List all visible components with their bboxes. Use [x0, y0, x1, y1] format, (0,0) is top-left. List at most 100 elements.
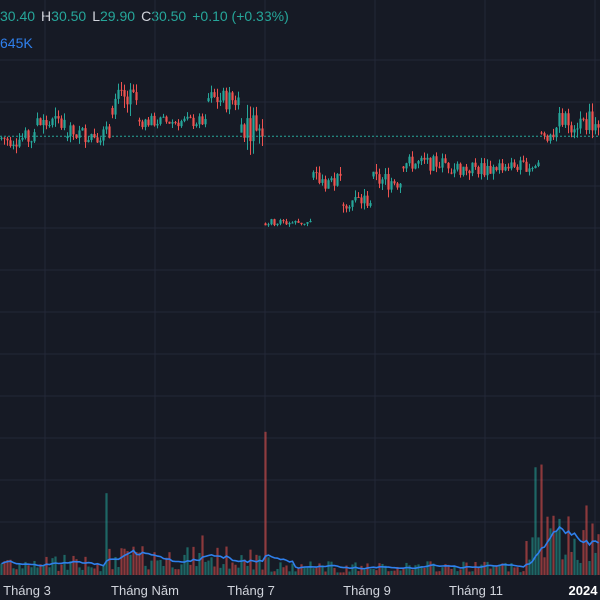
volume-bar — [330, 561, 333, 575]
candle-body — [354, 196, 357, 201]
volume-bar — [108, 548, 111, 575]
candle-body — [360, 197, 363, 204]
candle-body — [330, 178, 333, 181]
volume-bar — [441, 567, 444, 575]
x-axis-label: Tháng 3 — [3, 583, 51, 598]
volume-bar — [393, 570, 396, 575]
volume-bar — [357, 571, 360, 575]
candle — [585, 112, 588, 135]
volume-bar — [495, 565, 498, 575]
candle — [546, 134, 549, 143]
candle-body — [537, 162, 540, 166]
candle-body — [72, 125, 75, 135]
candle-body — [528, 168, 531, 172]
candle — [84, 124, 87, 148]
candle-body — [480, 163, 483, 175]
candle — [516, 164, 519, 172]
candle-body — [333, 178, 336, 186]
candle — [495, 166, 498, 172]
candle — [336, 173, 339, 187]
volume-bar — [84, 556, 87, 575]
candle — [348, 205, 351, 212]
candle-body — [54, 116, 57, 119]
close-value: 30.50 — [151, 8, 187, 24]
candle — [81, 126, 84, 131]
candle — [99, 137, 102, 146]
candle-body — [57, 116, 60, 119]
candle-body — [456, 163, 459, 170]
candle — [486, 159, 489, 180]
candle-body — [525, 161, 528, 172]
candle-body — [327, 180, 330, 189]
volume-bar — [489, 568, 492, 575]
candle — [234, 95, 237, 111]
candle — [426, 153, 429, 164]
volume-bar — [69, 561, 72, 575]
candle-body — [426, 157, 429, 160]
volume-bar — [594, 552, 597, 575]
candle — [447, 162, 450, 174]
volume-bar — [486, 561, 489, 575]
volume-bar — [276, 568, 279, 575]
volume-bar — [246, 565, 249, 575]
candle-body — [465, 166, 468, 171]
volume-bar — [459, 569, 462, 575]
x-axis-label: Tháng 9 — [343, 583, 391, 598]
volume-bar — [222, 564, 225, 575]
candle-body — [285, 221, 288, 225]
candle-body — [99, 140, 102, 143]
volume-bar — [525, 541, 528, 575]
candle-body — [90, 134, 93, 140]
candle-body — [597, 124, 600, 128]
candle-body — [0, 137, 3, 139]
volume-bar — [195, 566, 198, 575]
candle — [342, 202, 345, 213]
candle-body — [18, 139, 21, 147]
candle — [318, 166, 321, 185]
volume-bar — [528, 559, 531, 575]
candle-body — [87, 139, 90, 143]
candle-body — [264, 223, 267, 226]
candle — [363, 188, 366, 210]
candle-body — [177, 122, 180, 127]
candle — [330, 176, 333, 183]
candle — [588, 103, 591, 134]
volume-bar — [294, 571, 297, 575]
candle — [282, 219, 285, 224]
volume-bar — [498, 564, 501, 575]
candle — [357, 192, 360, 198]
candle — [300, 222, 303, 226]
candle — [204, 114, 207, 128]
candle-body — [255, 115, 258, 131]
candle — [315, 166, 318, 180]
candle — [36, 112, 39, 127]
candle-body — [93, 134, 96, 138]
candle — [465, 163, 468, 176]
candle-body — [396, 183, 399, 188]
candle — [93, 128, 96, 139]
volume-bar — [402, 568, 405, 575]
volume-bar — [303, 567, 306, 575]
candle-body — [363, 195, 366, 204]
candle — [501, 159, 504, 173]
volume-bar — [465, 562, 468, 575]
volume-bar — [168, 552, 171, 575]
volume-bar — [339, 572, 342, 575]
candle — [369, 200, 372, 208]
candle-body — [273, 219, 276, 226]
candle-body — [300, 222, 303, 225]
volume-bar — [132, 546, 135, 575]
volume-bar — [219, 567, 222, 575]
candle — [126, 90, 129, 113]
candle-body — [450, 172, 453, 174]
candle — [474, 158, 477, 170]
volume-bar — [582, 530, 585, 575]
volume-bar — [81, 569, 84, 575]
volume-bar — [216, 547, 219, 575]
volume-bar — [21, 568, 24, 575]
volume-bar — [225, 546, 228, 575]
candle — [54, 107, 57, 127]
volume-bar — [204, 561, 207, 575]
volume-bar — [369, 568, 372, 575]
